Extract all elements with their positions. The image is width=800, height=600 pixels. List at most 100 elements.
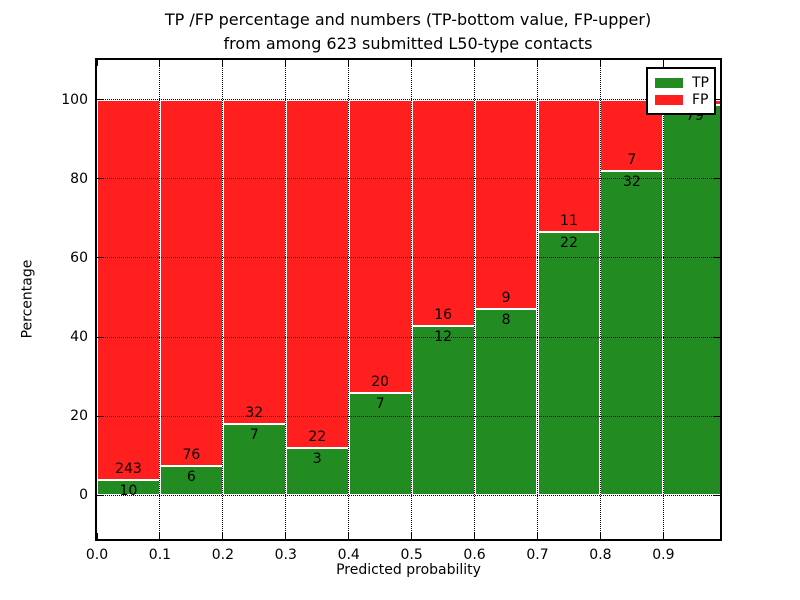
x-axis-label: Predicted probability (336, 562, 481, 578)
x-tickmark (348, 60, 350, 66)
bar-segment-tp (222, 424, 286, 496)
bar-segment-fp (474, 99, 538, 310)
x-tickmark (285, 533, 287, 539)
bar-segment-tp (159, 466, 223, 496)
fp-count-label: 243 (115, 460, 142, 477)
bar-segment-tp (537, 231, 601, 496)
y-tickmark (714, 494, 720, 496)
x-tickmark (662, 533, 664, 539)
horizontal-gridline (97, 494, 720, 496)
x-tickmark (599, 60, 601, 66)
x-tickmark (97, 60, 98, 66)
y-tickmark (97, 415, 103, 417)
horizontal-gridline (97, 257, 720, 259)
vertical-gridline (285, 60, 287, 539)
tp-count-label: 22 (560, 234, 578, 251)
y-tickmark (714, 336, 720, 338)
vertical-gridline (222, 60, 224, 539)
y-tick-label: 40 (70, 329, 88, 346)
x-tickmark (97, 533, 98, 539)
x-tickmark (159, 533, 161, 539)
tp-count-label: 10 (119, 482, 138, 499)
vertical-gridline (411, 60, 413, 539)
x-tickmark (159, 60, 161, 66)
x-tickmark (537, 60, 538, 66)
y-tickmark (714, 257, 720, 259)
y-tickmark (97, 99, 103, 101)
y-axis-label: Percentage (19, 259, 36, 339)
x-tickmark (411, 60, 413, 66)
x-tickmark (599, 533, 601, 539)
tp-swatch (655, 77, 683, 88)
fp-count-label: 20 (371, 373, 390, 390)
legend-item-tp: TP (655, 74, 709, 91)
tp-count-label: 6 (186, 469, 196, 486)
bar-segment-fp (285, 99, 349, 448)
y-tickmark (97, 336, 103, 338)
x-tickmark (222, 60, 224, 66)
horizontal-gridline (97, 178, 720, 180)
vertical-gridline (159, 60, 161, 539)
x-tickmark (662, 60, 664, 66)
x-tick-label: 0.9 (652, 547, 675, 563)
fp-count-label: 9 (501, 290, 511, 307)
horizontal-gridline (97, 99, 720, 101)
vertical-gridline (662, 60, 664, 539)
y-tick-label: 80 (70, 170, 88, 187)
x-tick-label: 0.3 (274, 547, 297, 563)
vertical-gridline (474, 60, 476, 539)
tp-count-label: 3 (312, 450, 322, 467)
y-tick-label: 60 (70, 249, 88, 266)
chart-title-line2: from among 623 submitted L50-type contac… (223, 34, 593, 53)
legend-label-fp: FP (692, 91, 709, 108)
tp-count-label: 7 (249, 427, 259, 444)
x-tickmark (537, 533, 538, 539)
vertical-gridline (537, 60, 538, 539)
bar-segment-tp (285, 447, 349, 496)
horizontal-gridline (97, 415, 720, 417)
x-tickmark (285, 60, 287, 66)
fp-count-label: 7 (627, 151, 637, 168)
y-tickmark (97, 257, 103, 259)
fp-count-label: 16 (434, 306, 453, 323)
x-tickmark (222, 533, 224, 539)
bar-segment-fp (348, 99, 412, 393)
horizontal-gridline (97, 336, 720, 338)
bar-segment-tp (600, 170, 664, 496)
x-tickmark (474, 60, 476, 66)
bar-segment-fp (222, 99, 286, 425)
bar-segment-fp (411, 99, 475, 326)
x-tick-label: 0.4 (337, 547, 360, 563)
bar-segment-fp (159, 99, 223, 467)
y-tickmark (97, 178, 103, 180)
bar-segment-tp (411, 325, 475, 496)
legend-item-fp: FP (655, 91, 709, 108)
legend-label-tp: TP (692, 74, 709, 91)
plot-frame: 243 10 76 6 32 7 22 3 20 7 16 12 9 8 11 22 7 32 79 (95, 58, 722, 541)
x-tick-label: 0.1 (148, 547, 172, 563)
y-tickmark (714, 178, 720, 180)
x-tick-label: 0.2 (211, 547, 234, 563)
fp-count-label: 22 (308, 428, 327, 445)
tp-count-label: 12 (434, 328, 453, 345)
chart-title-line1: TP /FP percentage and numbers (TP-bottom… (164, 10, 652, 29)
y-tickmark (714, 415, 720, 417)
tp-count-label: 32 (622, 173, 641, 190)
vertical-gridline (599, 60, 601, 539)
y-tickmark (97, 494, 103, 496)
bar-segment-fp (97, 99, 160, 480)
x-tick-label: 0.7 (526, 547, 549, 563)
tp-count-label: 8 (501, 312, 511, 329)
tp-count-label: 7 (375, 395, 385, 412)
x-tickmark (348, 533, 350, 539)
x-tickmark (411, 533, 413, 539)
vertical-gridline (348, 60, 350, 539)
y-tick-label: 0 (79, 487, 88, 504)
y-tickmark (714, 99, 720, 101)
y-tick-label: 100 (61, 91, 88, 108)
x-tick-label: 0.5 (400, 547, 423, 563)
x-tick-label: 0.0 (85, 547, 109, 563)
bar-segment-tp (663, 104, 720, 496)
fp-count-label: 76 (182, 447, 201, 464)
